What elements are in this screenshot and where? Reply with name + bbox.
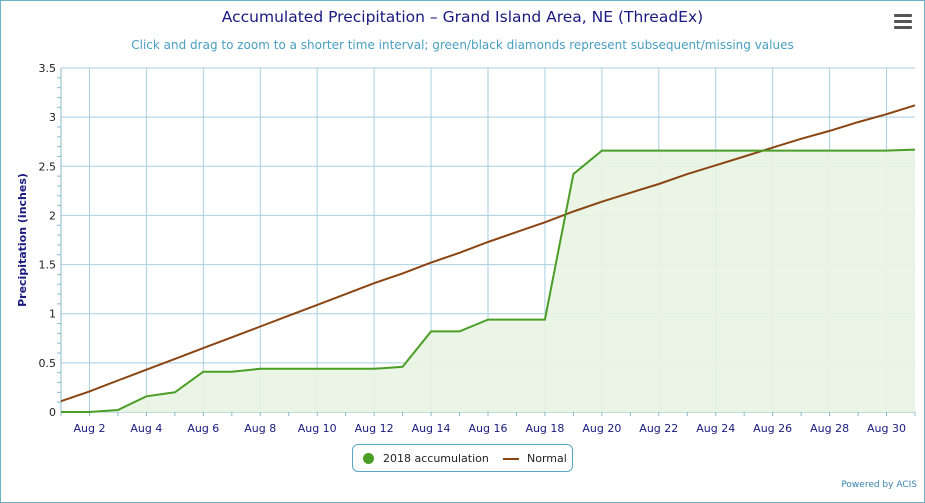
data-point-normal[interactable] [884,111,890,117]
data-point-accumulation[interactable] [115,407,121,413]
data-point-normal[interactable] [912,102,918,108]
y-axis-label: Precipitation (inches) [16,173,29,307]
x-tick-label: Aug 16 [469,422,508,435]
data-point-accumulation[interactable] [371,366,377,372]
data-point-accumulation[interactable] [741,148,747,154]
data-point-normal[interactable] [343,291,349,297]
data-point-accumulation[interactable] [400,364,406,370]
data-point-accumulation[interactable] [314,366,320,372]
x-tick-label: Aug 6 [187,422,219,435]
data-point-normal[interactable] [570,208,576,214]
data-point-accumulation[interactable] [627,148,633,154]
data-point-normal[interactable] [115,378,121,384]
y-tick-label: 0.5 [39,357,57,370]
data-point-accumulation[interactable] [513,317,519,323]
data-point-normal[interactable] [371,280,377,286]
data-point-normal[interactable] [485,239,491,245]
data-point-normal[interactable] [86,388,92,394]
legend: 2018 accumulation Normal [352,444,573,472]
x-tick-label: Aug 24 [696,422,735,435]
y-tick-label: 3.5 [39,62,57,75]
x-tick-label: Aug 18 [525,422,564,435]
data-point-normal[interactable] [58,398,64,404]
data-point-accumulation[interactable] [884,148,890,154]
x-tick-label: Aug 26 [753,422,792,435]
data-point-accumulation[interactable] [827,148,833,154]
data-point-accumulation[interactable] [58,409,64,415]
data-point-accumulation[interactable] [143,393,149,399]
chart-title: Accumulated Precipitation – Grand Island… [221,8,704,26]
y-tick-label: 2 [49,209,56,222]
data-point-normal[interactable] [684,171,690,177]
data-point-normal[interactable] [656,181,662,187]
data-point-normal[interactable] [200,345,206,351]
data-point-normal[interactable] [428,260,434,266]
data-point-accumulation[interactable] [542,317,548,323]
data-point-accumulation[interactable] [599,148,605,154]
data-point-normal[interactable] [770,145,776,151]
data-point-normal[interactable] [627,190,633,196]
x-tick-label: Aug 20 [582,422,621,435]
data-point-normal[interactable] [513,229,519,235]
data-point-normal[interactable] [798,136,804,142]
data-point-accumulation[interactable] [656,148,662,154]
y-tick-label: 1.5 [39,259,57,272]
accumulation-area [61,149,915,412]
data-point-accumulation[interactable] [86,409,92,415]
data-point-normal[interactable] [286,313,292,319]
y-tick-label: 0 [49,406,56,419]
data-point-accumulation[interactable] [798,148,804,154]
y-tick-label: 3 [49,111,56,124]
series-line-normal[interactable] [60,104,916,403]
data-point-normal[interactable] [229,334,235,340]
data-point-normal[interactable] [542,219,548,225]
data-point-normal[interactable] [741,153,747,159]
data-point-accumulation[interactable] [286,366,292,372]
data-point-accumulation[interactable] [855,148,861,154]
x-tick-label: Aug 12 [355,422,394,435]
data-point-normal[interactable] [827,128,833,134]
x-tick-label: Aug 10 [298,422,337,435]
legend-marker-accumulation-icon [363,453,374,464]
data-point-normal[interactable] [314,302,320,308]
data-point-normal[interactable] [713,162,719,168]
x-tick-label: Aug 14 [412,422,451,435]
data-point-accumulation[interactable] [229,369,235,375]
data-point-normal[interactable] [457,250,463,256]
data-point-accumulation[interactable] [713,148,719,154]
y-tick-label: 2.5 [39,160,57,173]
data-point-normal[interactable] [400,270,406,276]
data-point-accumulation[interactable] [912,147,918,153]
credits-link[interactable]: Powered by ACIS [841,480,917,490]
x-tick-label: Aug 22 [639,422,678,435]
x-tick-label: Aug 30 [867,422,906,435]
series-line-accumulation[interactable] [61,148,916,413]
data-point-normal[interactable] [143,367,149,373]
x-tick-label: Aug 4 [130,422,162,435]
data-point-accumulation[interactable] [343,366,349,372]
data-point-normal[interactable] [172,356,178,362]
x-tick-label: Aug 28 [810,422,849,435]
data-point-accumulation[interactable] [428,328,434,334]
hamburger-menu-icon[interactable] [894,14,912,30]
data-point-accumulation[interactable] [684,148,690,154]
x-tick-label: Aug 2 [73,422,105,435]
data-point-accumulation[interactable] [172,389,178,395]
legend-item-normal[interactable]: Normal [527,452,567,465]
data-point-accumulation[interactable] [485,317,491,323]
y-tick-label: 1 [49,308,56,321]
data-point-normal[interactable] [599,199,605,205]
chart-subtitle: Click and drag to zoom to a shorter time… [131,38,794,52]
data-point-normal[interactable] [257,323,263,329]
data-point-accumulation[interactable] [570,171,576,177]
legend-item-accumulation[interactable]: 2018 accumulation [383,452,489,465]
legend-marker-normal-icon [503,458,519,460]
data-point-accumulation[interactable] [457,328,463,334]
data-point-accumulation[interactable] [257,366,263,372]
x-tick-label: Aug 8 [244,422,276,435]
data-point-accumulation[interactable] [200,369,206,375]
data-point-normal[interactable] [855,119,861,125]
